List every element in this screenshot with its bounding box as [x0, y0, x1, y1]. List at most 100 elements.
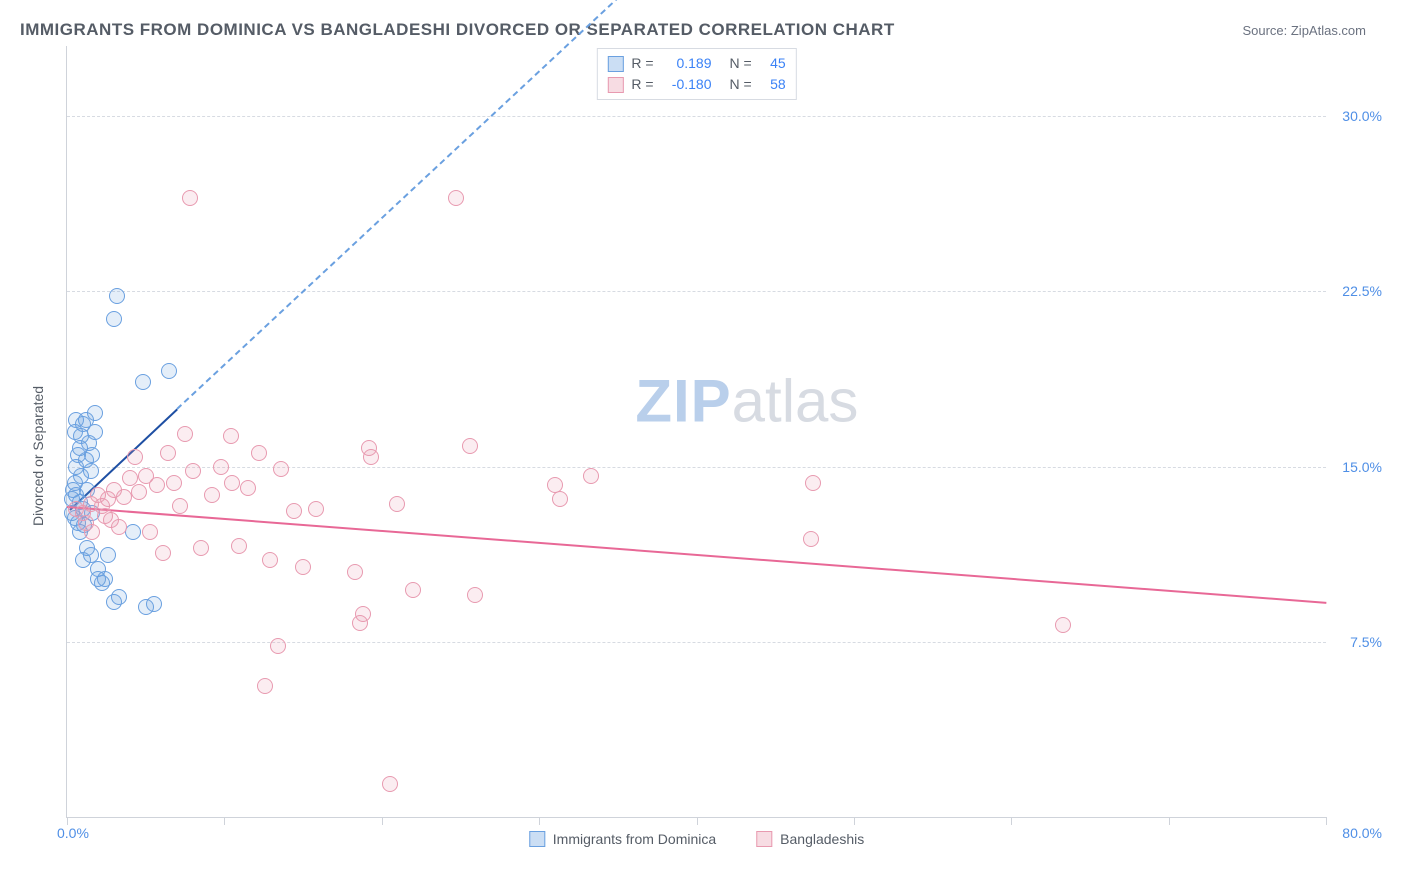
data-point-bangladeshi: [273, 461, 289, 477]
legend-swatch: [529, 831, 545, 847]
data-point-dominica: [146, 596, 162, 612]
data-point-bangladeshi: [251, 445, 267, 461]
legend-swatch: [756, 831, 772, 847]
data-point-bangladeshi: [448, 190, 464, 206]
data-point-dominica: [125, 524, 141, 540]
x-tick: [1169, 817, 1170, 825]
stats-legend: R = 0.189 N = 45R = -0.180 N = 58: [596, 48, 796, 100]
data-point-dominica: [135, 374, 151, 390]
data-point-bangladeshi: [231, 538, 247, 554]
data-point-bangladeshi: [155, 545, 171, 561]
watermark-atlas: atlas: [732, 367, 859, 434]
legend-item-dominica: Immigrants from Dominica: [529, 831, 716, 847]
source-prefix: Source:: [1242, 23, 1290, 38]
data-point-bangladeshi: [295, 559, 311, 575]
trend-line: [67, 506, 1326, 604]
data-point-dominica: [84, 447, 100, 463]
y-tick-label: 15.0%: [1342, 459, 1382, 475]
data-point-bangladeshi: [142, 524, 158, 540]
gridline: [67, 116, 1326, 117]
data-point-bangladeshi: [347, 564, 363, 580]
y-axis-title: Divorced or Separated: [30, 386, 46, 526]
data-point-bangladeshi: [363, 449, 379, 465]
data-point-bangladeshi: [193, 540, 209, 556]
data-point-bangladeshi: [185, 463, 201, 479]
data-point-bangladeshi: [111, 519, 127, 535]
data-point-dominica: [111, 589, 127, 605]
x-tick: [539, 817, 540, 825]
source-link[interactable]: ZipAtlas.com: [1291, 23, 1366, 38]
x-tick: [382, 817, 383, 825]
r-label: R =: [631, 53, 653, 74]
n-value: 58: [760, 74, 786, 95]
data-point-bangladeshi: [355, 606, 371, 622]
r-value: -0.180: [662, 74, 712, 95]
data-point-bangladeshi: [224, 475, 240, 491]
data-point-bangladeshi: [177, 426, 193, 442]
stats-row-bangladeshi: R =-0.180N =58: [607, 74, 785, 95]
gridline: [67, 642, 1326, 643]
data-point-bangladeshi: [204, 487, 220, 503]
watermark: ZIPatlas: [635, 366, 858, 435]
x-tick: [697, 817, 698, 825]
data-point-bangladeshi: [223, 428, 239, 444]
data-point-dominica: [106, 311, 122, 327]
x-tick: [854, 817, 855, 825]
data-point-bangladeshi: [160, 445, 176, 461]
chart-source: Source: ZipAtlas.com: [1242, 23, 1366, 38]
data-point-bangladeshi: [1055, 617, 1071, 633]
legend-swatch: [607, 77, 623, 93]
data-point-bangladeshi: [240, 480, 256, 496]
y-tick-label: 22.5%: [1342, 283, 1382, 299]
data-point-bangladeshi: [84, 524, 100, 540]
data-point-bangladeshi: [182, 190, 198, 206]
data-point-bangladeshi: [389, 496, 405, 512]
n-label: N =: [730, 53, 752, 74]
y-tick-label: 7.5%: [1350, 634, 1382, 650]
legend-label: Bangladeshis: [780, 831, 864, 847]
y-tick-label: 30.0%: [1342, 108, 1382, 124]
data-point-bangladeshi: [213, 459, 229, 475]
data-point-dominica: [87, 424, 103, 440]
data-point-dominica: [97, 571, 113, 587]
x-tick: [224, 817, 225, 825]
stats-row-dominica: R = 0.189 N = 45: [607, 53, 785, 74]
data-point-dominica: [68, 412, 84, 428]
legend-swatch: [607, 56, 623, 72]
data-point-bangladeshi: [262, 552, 278, 568]
gridline: [67, 467, 1326, 468]
data-point-bangladeshi: [149, 477, 165, 493]
data-point-dominica: [70, 447, 86, 463]
data-point-bangladeshi: [172, 498, 188, 514]
data-point-bangladeshi: [382, 776, 398, 792]
data-point-bangladeshi: [131, 484, 147, 500]
data-point-bangladeshi: [552, 491, 568, 507]
data-point-bangladeshi: [583, 468, 599, 484]
data-point-bangladeshi: [127, 449, 143, 465]
data-point-bangladeshi: [270, 638, 286, 654]
data-point-dominica: [83, 463, 99, 479]
data-point-bangladeshi: [166, 475, 182, 491]
n-value: 45: [760, 53, 786, 74]
data-point-bangladeshi: [405, 582, 421, 598]
data-point-bangladeshi: [467, 587, 483, 603]
x-max-label: 80.0%: [1342, 825, 1382, 841]
chart-title: IMMIGRANTS FROM DOMINICA VS BANGLADESHI …: [20, 20, 895, 40]
series-legend: Immigrants from Dominica Bangladeshis: [529, 831, 864, 847]
x-tick: [67, 817, 68, 825]
data-point-bangladeshi: [805, 475, 821, 491]
data-point-dominica: [161, 363, 177, 379]
legend-label: Immigrants from Dominica: [553, 831, 716, 847]
data-point-dominica: [100, 547, 116, 563]
n-label: N =: [730, 74, 752, 95]
x-tick: [1011, 817, 1012, 825]
data-point-bangladeshi: [308, 501, 324, 517]
data-point-bangladeshi: [286, 503, 302, 519]
chart-wrap: Divorced or Separated ZIPatlas R = 0.189 N…: [20, 46, 1386, 866]
chart-header: IMMIGRANTS FROM DOMINICA VS BANGLADESHI …: [20, 20, 1386, 40]
data-point-bangladeshi: [257, 678, 273, 694]
r-value: 0.189: [662, 53, 712, 74]
watermark-zip: ZIP: [635, 367, 731, 434]
data-point-bangladeshi: [462, 438, 478, 454]
data-point-bangladeshi: [116, 489, 132, 505]
